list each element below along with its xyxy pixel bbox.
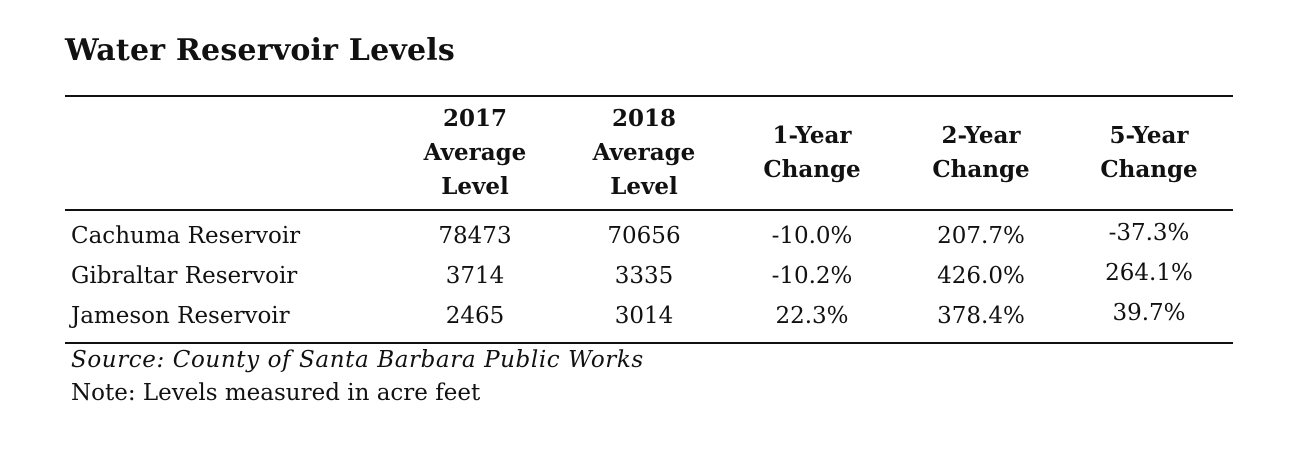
table-cell: 22.3% — [775, 303, 849, 329]
table-title: Water Reservoir Levels — [65, 33, 455, 68]
table-cell: 3714 — [445, 263, 505, 289]
column-header-2018-average-level: 2018 Average Level — [564, 102, 724, 204]
table-cell: -10.0% — [771, 223, 853, 249]
table-cell: 3335 — [614, 263, 674, 289]
bottom-rule — [65, 342, 1233, 344]
column-header-line: Average — [423, 139, 527, 166]
row-label-jameson: Jameson Reservoir — [71, 303, 290, 329]
column-header-line: 2017 — [442, 105, 507, 132]
units-note: Note: Levels measured in acre feet — [71, 380, 481, 406]
column-header-line: Level — [610, 173, 678, 200]
column-header-line: Level — [441, 173, 509, 200]
table-cell: 70656 — [607, 223, 681, 249]
column-header-1-year-change: 1-Year Change — [732, 119, 892, 187]
column-header-2-year-change: 2-Year Change — [901, 119, 1061, 187]
table-cell: 207.7% — [937, 223, 1025, 249]
table-cell: 264.1% — [1105, 260, 1193, 286]
table-cell: 426.0% — [937, 263, 1025, 289]
source-note: Source: County of Santa Barbara Public W… — [71, 347, 644, 373]
column-header-line: 2018 — [611, 105, 676, 132]
column-header-line: 5-Year — [1109, 122, 1189, 149]
table-cell: 378.4% — [937, 303, 1025, 329]
column-header-2017-average-level: 2017 Average Level — [395, 102, 555, 204]
header-rule — [65, 209, 1233, 211]
table-cell: 78473 — [438, 223, 512, 249]
column-header-line: Change — [763, 156, 861, 183]
column-header-5-year-change: 5-Year Change — [1069, 119, 1229, 187]
table-cell: 2465 — [445, 303, 505, 329]
table-cell: 3014 — [614, 303, 674, 329]
table-cell: 39.7% — [1112, 300, 1186, 326]
column-header-line: Average — [592, 139, 696, 166]
row-label-gibraltar: Gibraltar Reservoir — [71, 263, 298, 289]
column-header-line: Change — [932, 156, 1030, 183]
table-cell: -10.2% — [771, 263, 853, 289]
column-header-line: 2-Year — [941, 122, 1021, 149]
row-label-cachuma: Cachuma Reservoir — [71, 223, 301, 249]
top-rule — [65, 95, 1233, 97]
column-header-line: Change — [1100, 156, 1198, 183]
table-cell: -37.3% — [1108, 220, 1190, 246]
column-header-line: 1-Year — [772, 122, 852, 149]
